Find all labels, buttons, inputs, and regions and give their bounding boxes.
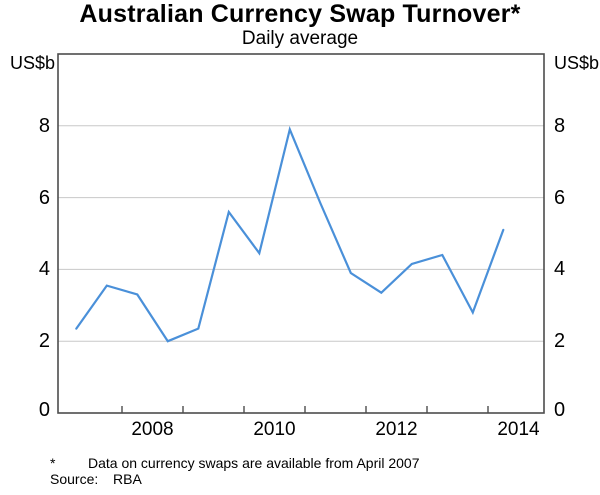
x-tick-label: 2010 <box>253 419 296 440</box>
source-value: RBA <box>113 471 142 487</box>
footnote-text: Data on currency swaps are available fro… <box>88 455 420 471</box>
y-tick-label-right: 4 <box>554 258 566 281</box>
y-tick-label-left: 8 <box>38 114 50 137</box>
y-axis-unit-right: US$b <box>554 53 600 73</box>
chart-subtitle: Daily average <box>241 28 359 49</box>
y-tick-label-right: 6 <box>554 186 566 209</box>
chart-title: Australian Currency Swap Turnover* <box>79 0 521 28</box>
y-axis-unit-left: US$b <box>9 53 55 73</box>
x-tick-label: 2012 <box>375 419 418 440</box>
plot-frame <box>57 53 545 414</box>
y-tick-label-right: 0 <box>554 399 566 421</box>
y-tick-label-left: 0 <box>38 399 50 421</box>
y-tick-label-right: 8 <box>554 114 566 137</box>
y-tick-label-left: 4 <box>38 258 50 281</box>
turnover-line <box>75 125 505 343</box>
source-label: Source: <box>50 471 99 487</box>
y-tick-label-left: 2 <box>38 330 50 353</box>
x-tick-label: 2008 <box>131 419 174 440</box>
y-tick-label-right: 2 <box>554 330 566 353</box>
x-tick-label: 2014 <box>497 419 540 440</box>
y-tick-label-left: 6 <box>38 186 50 209</box>
footnote-marker: * <box>50 455 56 471</box>
